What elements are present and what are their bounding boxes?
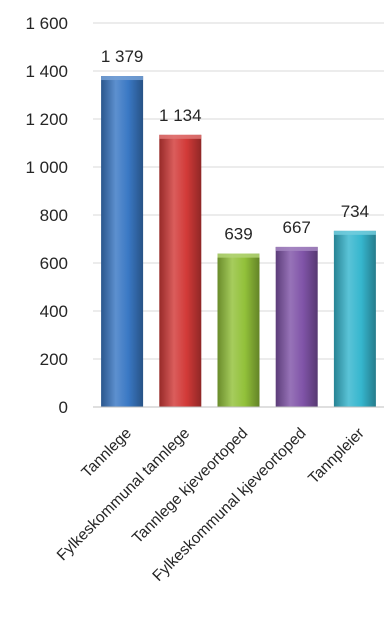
y-axis-tick-labels: 0 200 400 600 800 1 000 1 200 1 400 1 600 — [25, 14, 68, 417]
y-tick-label: 400 — [40, 302, 68, 321]
y-tick-label: 1 400 — [25, 62, 68, 81]
data-label: 1 134 — [159, 106, 202, 125]
bar — [333, 230, 376, 407]
bar — [217, 253, 260, 407]
y-tick-label: 200 — [40, 350, 68, 369]
y-tick-label: 600 — [40, 254, 68, 273]
y-tick-label: 1 600 — [25, 14, 68, 33]
bar-top-cap — [217, 253, 260, 258]
bar — [275, 246, 318, 407]
bars — [101, 76, 376, 407]
x-tick-label: Tannlege kjeveortoped — [129, 425, 251, 547]
y-tick-label: 0 — [59, 398, 68, 417]
data-label: 734 — [341, 202, 369, 221]
bar — [159, 134, 202, 407]
bar-top-cap — [333, 230, 376, 235]
bar — [101, 76, 144, 407]
x-tick-label: Tannlege — [78, 425, 135, 482]
bar-top-cap — [159, 134, 202, 139]
y-tick-label: 800 — [40, 206, 68, 225]
data-label: 639 — [224, 225, 252, 244]
y-tick-label: 1 200 — [25, 110, 68, 129]
data-label: 667 — [283, 218, 311, 237]
data-labels: 1 379 1 134 639 667 734 — [101, 47, 369, 244]
x-tick-label: Tannpleier — [305, 425, 368, 488]
bar-top-cap — [275, 246, 318, 251]
bar-top-cap — [101, 76, 144, 81]
data-label: 1 379 — [101, 47, 144, 66]
y-tick-label: 1 000 — [25, 158, 68, 177]
